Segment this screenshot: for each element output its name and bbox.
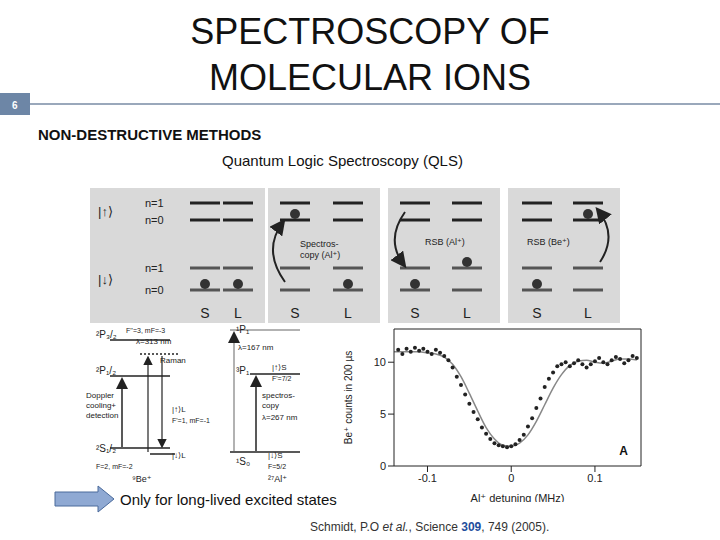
svg-text:RSB (Al⁺): RSB (Al⁺) [425,237,465,247]
svg-text:F'=7/2: F'=7/2 [272,375,292,382]
svg-text:F''=3, mF=-3: F''=3, mF=-3 [126,327,165,334]
svg-text:²S₁/₂: ²S₁/₂ [96,443,116,454]
svg-text:L: L [234,305,242,321]
svg-text:F'=1, mF=-1: F'=1, mF=-1 [172,417,210,424]
svg-text:n=0: n=0 [145,214,164,226]
svg-text:L: L [344,305,352,321]
svg-text:⁹Be⁺: ⁹Be⁺ [132,474,152,484]
svg-text:0.1: 0.1 [587,472,602,484]
svg-text:Doppler: Doppler [86,391,114,400]
svg-text:spectros-: spectros- [262,391,295,400]
svg-text:n=0: n=0 [145,284,164,296]
svg-text:n=1: n=1 [145,197,164,209]
svg-text:A: A [619,444,628,458]
svg-text:λ=313 nm: λ=313 nm [136,337,172,346]
svg-text:copy (Al⁺): copy (Al⁺) [300,250,340,260]
svg-text:copy: copy [262,401,279,410]
svg-text:Spectros-: Spectros- [300,239,339,249]
svg-text:L: L [584,305,592,321]
svg-text:S: S [290,305,299,321]
svg-text:detection: detection [86,411,118,420]
svg-text:²⁷Al⁺: ²⁷Al⁺ [268,474,287,484]
svg-text:|↑⟩S: |↑⟩S [272,363,287,372]
svg-text:SPECTROSCOPY OF: SPECTROSCOPY OF [190,11,549,52]
svg-text:5: 5 [380,408,386,420]
svg-text:|↓⟩S: |↓⟩S [268,451,283,460]
svg-text:MOLECULAR IONS: MOLECULAR IONS [209,57,531,98]
svg-text:Quantum Logic Spectroscopy (QL: Quantum Logic Spectroscopy (QLS) [222,152,463,169]
svg-text:Be⁺ counts in 200 µs: Be⁺ counts in 200 µs [343,351,354,444]
svg-text:²P₃/₂: ²P₃/₂ [96,329,117,340]
svg-text:¹S₀: ¹S₀ [236,456,250,467]
svg-text:²P₁/₂: ²P₁/₂ [96,365,116,376]
svg-text:|↓⟩: |↓⟩ [98,272,113,287]
svg-text:6: 6 [12,100,18,111]
svg-text:n=1: n=1 [145,262,164,274]
svg-text:cooling+: cooling+ [86,401,116,410]
svg-text:Al⁺ detuning (MHz): Al⁺ detuning (MHz) [471,492,565,502]
svg-text:0: 0 [508,472,514,484]
svg-text:S: S [532,305,541,321]
svg-text:λ=267 nm: λ=267 nm [262,413,298,422]
svg-text:RSB (Be⁺): RSB (Be⁺) [527,237,570,247]
svg-text:λ=167 nm: λ=167 nm [238,343,274,352]
svg-text:0: 0 [380,460,386,472]
svg-text:³P₁: ³P₁ [236,365,250,376]
svg-text:L: L [463,305,471,321]
svg-text:Schmidt, P.O et al., Science 3: Schmidt, P.O et al., Science 309, 749 (2… [310,520,549,534]
svg-text:10: 10 [374,356,386,368]
svg-text:¹P₁: ¹P₁ [236,324,250,335]
svg-text:|↑⟩: |↑⟩ [98,204,113,219]
svg-text:-0.1: -0.1 [418,472,437,484]
svg-text:|↓⟩L: |↓⟩L [172,451,186,460]
svg-text:Only for long-lived excited st: Only for long-lived excited states [120,491,337,508]
svg-text:F=5/2: F=5/2 [268,463,286,470]
svg-text:S: S [410,305,419,321]
svg-text:Raman: Raman [160,356,186,365]
svg-text:|↑⟩L: |↑⟩L [172,405,186,414]
svg-text:S: S [200,305,209,321]
svg-text:NON-DESTRUCTIVE METHODS: NON-DESTRUCTIVE METHODS [38,126,261,143]
svg-text:F=2, mF=-2: F=2, mF=-2 [96,463,133,470]
